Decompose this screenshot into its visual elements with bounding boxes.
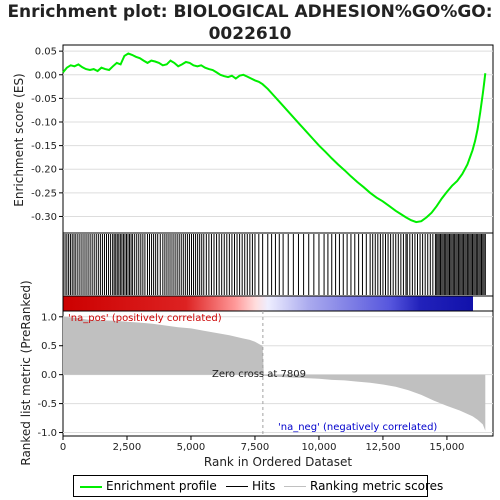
legend-item-hits: Hits <box>226 479 275 494</box>
hits-panel <box>62 232 494 297</box>
es-axis-label: Enrichment score (ES) <box>12 73 26 206</box>
legend-swatch-hits <box>226 486 248 487</box>
enrichment-profile-line <box>62 52 487 224</box>
x-tick-label: 5,000 <box>177 442 206 453</box>
x-tick-label: 7,500 <box>241 442 270 453</box>
es-ytick-label: -0.20 <box>31 165 57 176</box>
x-tick-label: 2,500 <box>113 442 142 453</box>
legend-swatch-enrichment-line <box>80 485 102 488</box>
chart-title-line-2: 0022610 <box>208 24 292 44</box>
chart-title: Enrichment plot: BIOLOGICAL ADHESION%GO%… <box>0 1 500 45</box>
es-panel-frame <box>62 44 494 234</box>
negative-correlation-label: 'na_neg' (negatively correlated) <box>278 422 437 433</box>
legend-item-enrichment-profile: Enrichment profile <box>80 479 217 494</box>
legend-label-ranking-scores: Ranking metric scores <box>310 479 444 493</box>
legend-label-hits: Hits <box>252 479 276 493</box>
legend-item-ranking-scores: Ranking metric scores <box>284 479 443 494</box>
ranking-axis-label: Ranked list metric (PreRanked) <box>19 280 33 465</box>
ranking-ytick-label: 0.0 <box>41 370 57 381</box>
legend-swatch-ranking-scores <box>284 486 306 487</box>
zero-cross-label: Zero cross at 7809 <box>212 369 306 380</box>
ranking-metric-area <box>63 316 486 431</box>
rank-heatmap <box>62 295 494 312</box>
es-panel: 0.05 0.00 -0.05 -0.10 -0.15 -0.20 -0.25 -0.30 <box>31 44 494 234</box>
chart-legend: Enrichment profile Hits Ranking metric s… <box>73 475 443 497</box>
x-tick-label: 0 <box>60 442 66 453</box>
legend-label-enrichment-profile: Enrichment profile <box>106 479 217 493</box>
hits-panel-frame <box>62 232 494 297</box>
es-ytick-label: -0.15 <box>31 141 57 152</box>
ranking-ytick-label: 0.5 <box>41 341 57 352</box>
ranking-panel: 1.0 0.5 0.0 -0.5 -1.0 0 2,500 5,000 7,500 10,000… <box>37 310 494 453</box>
es-ytick-label: -0.30 <box>31 212 57 223</box>
ranking-ytick-label: 1.0 <box>41 312 57 323</box>
es-ytick-label: 0.00 <box>35 70 57 81</box>
es-ytick-label: -0.25 <box>31 188 57 199</box>
ranking-ytick-label: -0.5 <box>37 399 57 410</box>
chart-title-line-1: Enrichment plot: BIOLOGICAL ADHESION%GO%… <box>7 2 493 22</box>
es-ytick-label: -0.10 <box>31 117 57 128</box>
x-tick-label: 10,000 <box>301 442 336 453</box>
es-ytick-label: 0.05 <box>35 47 57 58</box>
ranking-ytick-label: -1.0 <box>37 428 57 439</box>
x-tick-label: 12,500 <box>365 442 400 453</box>
x-axis-label: Rank in Ordered Dataset <box>204 455 352 469</box>
positive-correlation-label: 'na_pos' (positively correlated) <box>68 313 222 324</box>
x-tick-label: 15,000 <box>429 442 464 453</box>
es-ytick-label: -0.05 <box>31 94 57 105</box>
rank-heatmap-bar <box>63 296 473 311</box>
